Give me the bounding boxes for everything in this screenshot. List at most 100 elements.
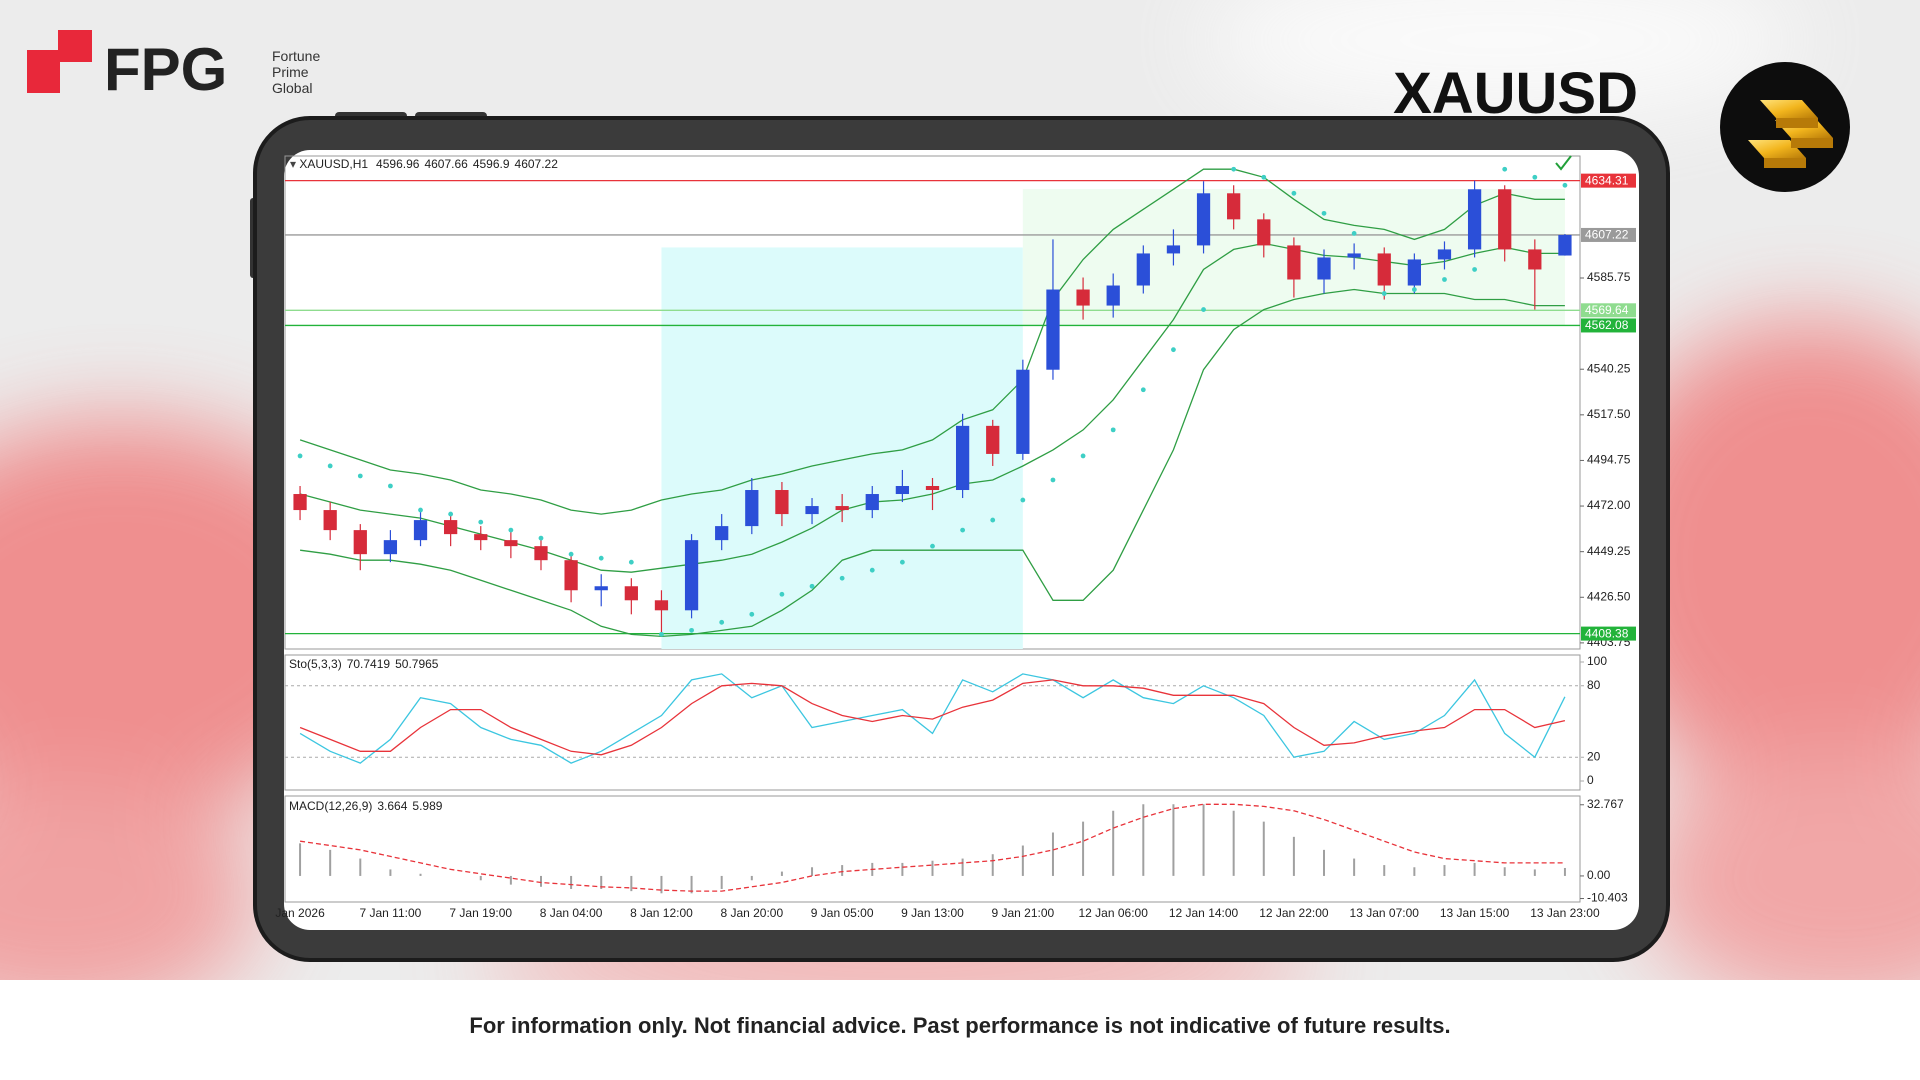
y-tick-label: 4585.75: [1587, 270, 1631, 284]
x-tick-label: 9 Jan 21:00: [991, 906, 1054, 920]
y-tick-label: 80: [1587, 678, 1601, 692]
candle-body: [745, 490, 759, 527]
candle-body: [1467, 189, 1482, 250]
sar-dot: [1291, 190, 1297, 196]
price-level-tag: [1581, 303, 1636, 318]
x-tick-label: 12 Jan 22:00: [1259, 906, 1329, 920]
sar-dot: [779, 591, 785, 597]
sar-dot: [1261, 174, 1267, 180]
chart-title: XAUUSD,H1: [299, 157, 368, 171]
x-tick-label: 9 Jan 13:00: [901, 906, 964, 920]
sar-dot: [1110, 427, 1116, 433]
candle-body: [474, 534, 488, 541]
sar-dot: [1351, 230, 1357, 236]
sar-dot: [1562, 182, 1568, 188]
stochastic-header: Sto(5,3,3) 70.7419 50.7965: [289, 657, 439, 671]
sar-dot: [327, 463, 333, 469]
chart: 4403.754426.504449.254472.004494.754517.…: [275, 155, 1636, 920]
candle-body: [865, 494, 879, 511]
candle-body: [895, 486, 910, 495]
stochastic-d: 50.7965: [395, 657, 439, 671]
panel-frame: [284, 654, 1581, 791]
x-tick-label: 7 Jan 19:00: [449, 906, 512, 920]
sar-dot: [899, 559, 905, 565]
brand-tagline: Global: [272, 80, 312, 96]
y-tick-label: 100: [1587, 654, 1607, 668]
y-tick-label: 4494.75: [1587, 453, 1631, 467]
candle-body: [654, 600, 669, 611]
sar-dot: [1502, 166, 1508, 172]
brand-tagline: Fortune: [272, 48, 320, 64]
sar-dot: [1321, 210, 1327, 216]
candle-body: [1558, 234, 1572, 256]
ohlc-close: 4607.22: [515, 157, 559, 171]
candle-body: [1016, 369, 1030, 454]
y-tick-label: -10.403: [1587, 891, 1628, 905]
sar-dot: [1050, 477, 1056, 483]
candle-body: [805, 506, 819, 515]
y-tick-label: 0: [1587, 773, 1594, 787]
sar-dot: [628, 559, 634, 565]
price-level-label: 4607.22: [1585, 228, 1629, 242]
y-tick-label: 0.00: [1587, 868, 1611, 882]
candle-body: [293, 494, 307, 511]
stochastic-label: Sto(5,3,3): [289, 657, 342, 671]
y-tick-label: 4472.00: [1587, 498, 1631, 512]
y-tick-label: 4540.25: [1587, 361, 1631, 375]
sar-dot: [960, 527, 966, 533]
sar-dot: [1231, 166, 1237, 172]
macd-value: 3.664: [377, 799, 407, 813]
price-level-tag: [1581, 626, 1636, 641]
disclaimer: For information only. Not financial advi…: [469, 1013, 1450, 1038]
price-level-label: 4634.31: [1585, 173, 1629, 187]
panel-frame: [284, 795, 1581, 903]
sar-dot: [689, 627, 694, 633]
candle-body: [1076, 289, 1090, 306]
candle-body: [835, 506, 849, 511]
sar-dot: [297, 453, 303, 459]
sar-dot: [990, 517, 996, 523]
price-level-tag: [1581, 227, 1636, 242]
sar-dot: [1080, 453, 1086, 459]
y-tick-label: 20: [1587, 749, 1601, 763]
sar-dot: [538, 535, 544, 541]
y-tick-label: 32.767: [1587, 797, 1624, 811]
brand-logo: [27, 30, 92, 93]
x-tick-label: 12 Jan 14:00: [1169, 906, 1239, 920]
sar-dot: [598, 555, 604, 561]
symbol-title: XAUUSD: [1393, 61, 1638, 126]
macd-signal: 5.989: [412, 799, 442, 813]
candle-body: [925, 486, 940, 491]
candle-body: [1317, 257, 1331, 280]
candle-body: [624, 586, 638, 601]
price-level-label: 4408.38: [1585, 626, 1629, 640]
sar-dot: [1201, 307, 1206, 312]
candle-body: [1257, 219, 1271, 246]
sar-dot: [508, 527, 514, 533]
candle-body: [504, 540, 518, 547]
candle-body: [1347, 253, 1361, 258]
candle-body: [775, 490, 789, 515]
x-tick-label: 8 Jan 12:00: [630, 906, 693, 920]
candle-body: [323, 510, 337, 531]
sar-dot: [749, 611, 755, 617]
sar-dot: [388, 483, 393, 489]
price-level-tag: [1581, 318, 1636, 333]
x-tick-label: Jan 2026: [275, 906, 325, 920]
stochastic-k: 70.7419: [347, 657, 391, 671]
sar-dot: [1171, 347, 1176, 353]
stochastic-line: [299, 673, 1566, 764]
x-tick-label: 13 Jan 07:00: [1350, 906, 1420, 920]
sar-dot: [357, 473, 363, 479]
candle-body: [684, 540, 699, 611]
sar-dot: [1020, 497, 1026, 503]
gold-icon: [1720, 62, 1850, 192]
macd-header: MACD(12,26,9) 3.664 5.989: [289, 799, 443, 813]
candle-body: [1437, 249, 1452, 260]
sar-dot: [930, 543, 935, 549]
candle-body: [1046, 289, 1060, 370]
x-tick-label: 13 Jan 15:00: [1440, 906, 1510, 920]
candle-body: [1227, 193, 1241, 220]
